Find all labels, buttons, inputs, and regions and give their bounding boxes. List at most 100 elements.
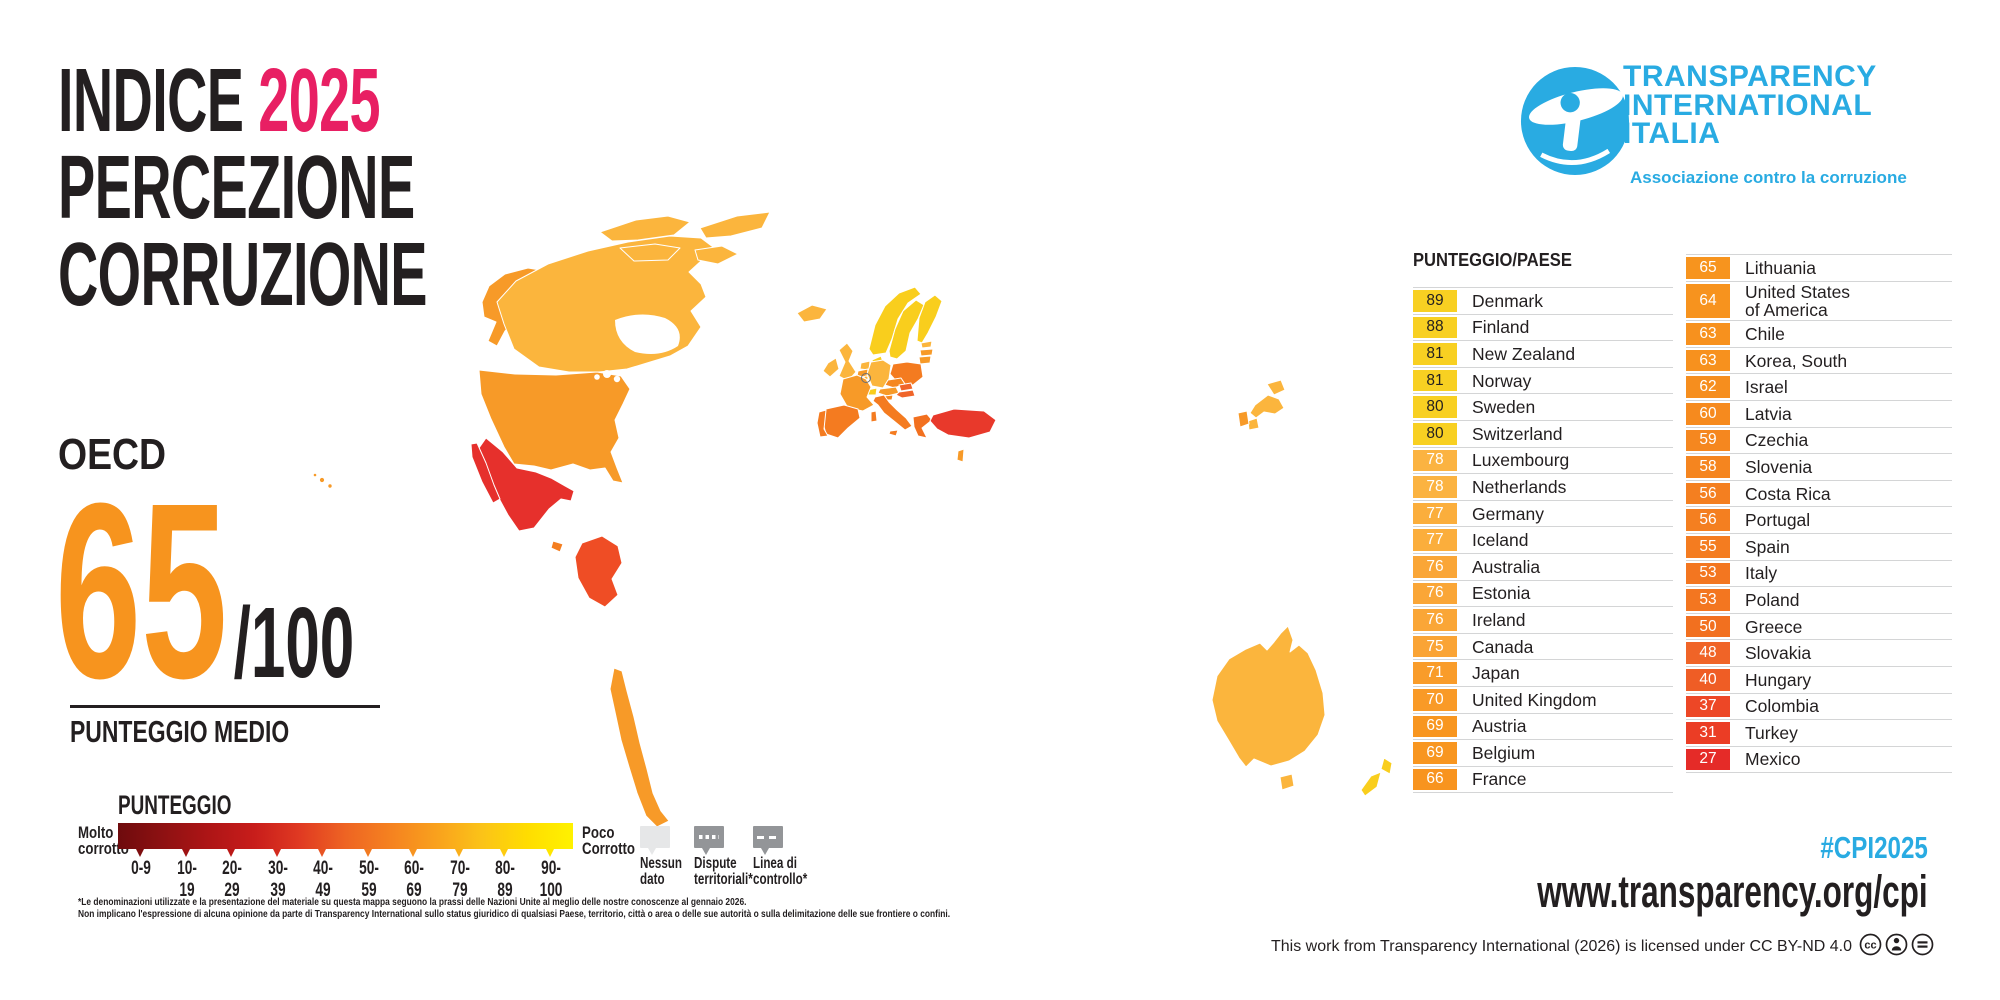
map-country-costa-rica	[550, 540, 564, 553]
map-country-greece	[912, 413, 933, 439]
country-row: 63 Chile	[1686, 321, 1952, 348]
map-key-item: Nessun dato	[640, 826, 710, 887]
country-name: Latvia	[1745, 403, 1792, 424]
country-name: Germany	[1472, 503, 1544, 524]
country-row: 58 Slovenia	[1686, 454, 1952, 481]
map-country-japan	[1249, 394, 1285, 419]
country-name: Norway	[1472, 370, 1532, 391]
scale-tick	[318, 849, 327, 857]
map-country-usa	[478, 369, 631, 484]
logo-line: ITALIA	[1623, 117, 1721, 150]
country-name: Mexico	[1745, 749, 1801, 770]
country-name: Australia	[1472, 556, 1541, 577]
score-badge: 77	[1413, 529, 1457, 551]
logo-line: INTERNATIONAL	[1623, 88, 1873, 122]
map-sardinia	[870, 410, 878, 423]
map-hawaii	[318, 476, 326, 484]
map-arctic-island	[619, 243, 681, 262]
country-row: 60 Latvia	[1686, 401, 1952, 428]
score-badge: 56	[1686, 482, 1730, 505]
score-value: 65	[55, 451, 228, 730]
country-row: 77 Iceland	[1413, 527, 1673, 554]
luxembourg-marker	[861, 373, 871, 383]
country-row: 78 Luxembourg	[1413, 448, 1673, 475]
country-row: 71 Japan	[1413, 660, 1673, 687]
footnote-line1: *Le denominazioni utilizzate e la presen…	[78, 896, 747, 908]
dashes-pattern	[757, 835, 779, 839]
country-row: 81 Norway	[1413, 368, 1673, 395]
country-row: 70 United Kingdom	[1413, 687, 1673, 714]
score-badge: 60	[1686, 402, 1730, 425]
map-country-canada	[496, 235, 714, 373]
country-name: Lithuania	[1745, 257, 1817, 278]
map-country-chile	[609, 667, 670, 828]
map-country-colombia	[574, 535, 623, 608]
map-country-norway	[868, 286, 922, 356]
score-badge: 80	[1413, 422, 1457, 445]
score-badge: 77	[1413, 502, 1457, 525]
score-badge: 88	[1413, 316, 1457, 339]
map-country-turkey	[929, 408, 997, 439]
country-name: Czechia	[1745, 430, 1809, 451]
country-name: New Zealand	[1472, 343, 1576, 364]
scale-tick	[136, 849, 145, 857]
country-row: 66 France	[1413, 767, 1673, 794]
map-key-label: Dispute territoriali*	[694, 855, 753, 888]
country-row: 80 Switzerland	[1413, 421, 1673, 448]
score-badge: 69	[1413, 715, 1457, 738]
country-row: 76 Estonia	[1413, 581, 1673, 608]
score-badge: 50	[1686, 615, 1730, 638]
map-key-item: Linea di controllo*	[753, 826, 823, 887]
country-name: Sweden	[1472, 397, 1536, 418]
country-name: Slovakia	[1745, 643, 1812, 664]
map-arctic-island	[694, 245, 739, 265]
country-name: Austria	[1472, 716, 1527, 737]
country-row: 64 United States of America	[1686, 282, 1952, 322]
scale-tick	[545, 849, 554, 857]
score-column-2: 65 Lithuania 64 United States of America 63 Ch…	[1686, 254, 1952, 774]
scale-label: 90-100	[539, 858, 562, 901]
score-gradient-bar	[118, 823, 573, 849]
country-row: 62 Israel	[1686, 374, 1952, 401]
country-row: 77 Germany	[1413, 501, 1673, 528]
map-hawaii	[312, 472, 318, 478]
title-year: 2025	[258, 51, 380, 151]
map-sicily	[888, 429, 899, 437]
map-country-portugal	[816, 409, 829, 438]
map-baja-california	[470, 442, 501, 504]
score-badge: 62	[1686, 376, 1730, 398]
footnote-line2: Non implicano l'espressione di alcuna op…	[78, 908, 951, 920]
license-icons: cc	[1859, 933, 1934, 956]
country-row: 76 Australia	[1413, 554, 1673, 581]
scale-tick	[454, 849, 463, 857]
score-badge: 37	[1686, 695, 1730, 718]
map-country-new-zealand	[1380, 757, 1393, 775]
score-denominator: /100	[233, 587, 355, 699]
country-name: Hungary	[1745, 669, 1812, 690]
map-country-lithuania	[918, 355, 932, 365]
score-badge: 71	[1413, 662, 1457, 684]
score-badge: 27	[1686, 748, 1730, 771]
map-arctic-island	[599, 215, 691, 242]
country-name: Ireland	[1472, 609, 1526, 630]
score-badge: 75	[1413, 635, 1457, 658]
map-country-south-korea	[1237, 410, 1250, 428]
license-text: This work from Transparency Internationa…	[1271, 938, 1852, 955]
map-country-hungary	[895, 389, 916, 399]
country-name: Iceland	[1472, 530, 1529, 551]
scale-tick	[500, 849, 509, 857]
country-name: Italy	[1745, 563, 1778, 584]
cc-icon: cc	[1859, 933, 1882, 956]
map-country-israel	[956, 448, 965, 463]
country-name: Belgium	[1472, 742, 1536, 763]
scale-label: 40-49	[313, 858, 333, 901]
country-name: Colombia	[1745, 696, 1819, 717]
map-country-latvia	[919, 348, 934, 357]
country-row: 50 Greece	[1686, 614, 1952, 641]
map-key-swatch	[640, 826, 670, 855]
score-badge: 31	[1686, 722, 1730, 744]
scale-tick	[272, 849, 281, 857]
country-name: Chile	[1745, 323, 1785, 344]
